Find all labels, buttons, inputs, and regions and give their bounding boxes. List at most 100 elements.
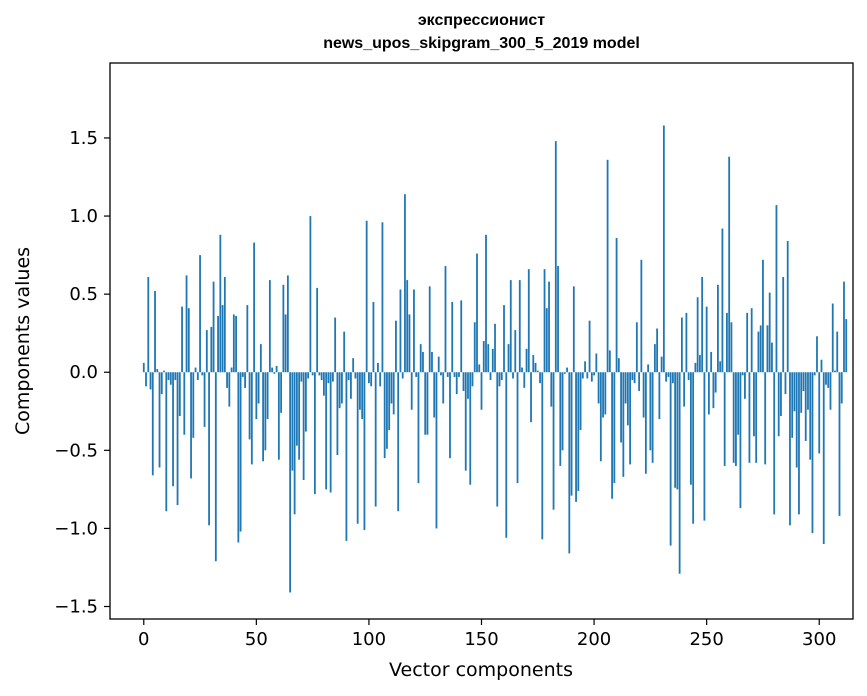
bar — [341, 372, 343, 404]
bar — [462, 372, 465, 391]
bar — [780, 372, 782, 416]
bar — [579, 372, 582, 431]
bar — [363, 372, 366, 530]
bar — [298, 372, 301, 460]
bar — [699, 355, 701, 373]
bar — [744, 372, 746, 399]
bar — [768, 292, 771, 373]
bar — [557, 266, 559, 373]
bar — [458, 372, 460, 377]
bar — [491, 348, 494, 373]
bar — [435, 372, 438, 529]
bar — [622, 372, 625, 477]
bar — [480, 372, 483, 410]
bar — [169, 372, 172, 385]
bar — [509, 280, 512, 373]
bar — [424, 372, 427, 435]
bar — [791, 372, 794, 438]
bar — [442, 372, 445, 404]
bar — [534, 362, 537, 373]
bar — [327, 372, 330, 384]
bar — [563, 372, 566, 374]
bar — [336, 372, 339, 456]
bar — [705, 306, 708, 373]
y-tick-label: −1.5 — [54, 597, 98, 618]
bar — [208, 372, 210, 526]
bar — [843, 281, 845, 373]
bar — [415, 372, 418, 377]
bar — [489, 372, 492, 381]
bar — [581, 372, 584, 379]
bar — [302, 372, 305, 480]
bar — [735, 372, 737, 466]
bar — [145, 372, 147, 387]
bar — [703, 372, 706, 521]
bar — [210, 326, 213, 373]
bar — [413, 289, 415, 373]
bar — [575, 372, 577, 502]
bar — [836, 331, 839, 373]
bar — [530, 372, 532, 423]
bar — [185, 275, 188, 373]
bar — [834, 370, 836, 373]
x-tick-label: 50 — [245, 629, 268, 650]
bar — [264, 372, 267, 451]
bar — [289, 372, 292, 593]
bar — [399, 289, 402, 373]
bar — [712, 372, 715, 409]
bar — [708, 372, 710, 415]
bar — [163, 370, 165, 373]
y-tick-label: 1.5 — [69, 128, 98, 149]
bar — [388, 372, 391, 431]
x-axis-label: Vector components — [389, 659, 573, 681]
bar — [395, 320, 397, 373]
bar — [651, 372, 654, 463]
bar — [762, 259, 764, 373]
bar — [313, 372, 316, 495]
bar — [377, 362, 379, 373]
bar — [280, 372, 283, 413]
bar — [615, 237, 618, 373]
bar — [196, 372, 199, 381]
bar — [500, 372, 503, 381]
bar — [541, 372, 544, 540]
bar — [392, 372, 395, 415]
bar — [275, 365, 278, 373]
bar — [827, 372, 830, 388]
bar — [437, 356, 440, 373]
bar — [536, 370, 539, 373]
bar — [212, 281, 215, 373]
bar — [748, 372, 751, 463]
bar — [259, 344, 262, 373]
bar — [532, 355, 535, 373]
bar — [361, 372, 364, 420]
bar — [273, 372, 276, 374]
bar — [514, 330, 517, 373]
bar — [527, 269, 530, 373]
bar — [286, 275, 289, 373]
bar — [674, 372, 677, 488]
bar — [782, 276, 785, 373]
bar — [518, 280, 521, 373]
bar — [295, 372, 298, 446]
bar — [633, 372, 636, 384]
bar — [624, 372, 627, 404]
bar — [710, 351, 713, 373]
bar — [149, 372, 152, 390]
bar — [449, 372, 451, 459]
bar — [282, 284, 285, 373]
bar — [329, 372, 332, 493]
bar — [453, 372, 456, 377]
bar — [611, 372, 613, 499]
bar — [825, 372, 827, 385]
bar — [726, 312, 728, 373]
bar — [552, 372, 555, 510]
bar — [464, 372, 467, 471]
bar — [354, 372, 357, 379]
bar — [433, 372, 436, 418]
bar — [190, 372, 192, 479]
bar — [230, 367, 233, 373]
bar — [232, 314, 235, 373]
bar — [696, 297, 699, 373]
y-tick-label: 0.5 — [69, 284, 98, 305]
